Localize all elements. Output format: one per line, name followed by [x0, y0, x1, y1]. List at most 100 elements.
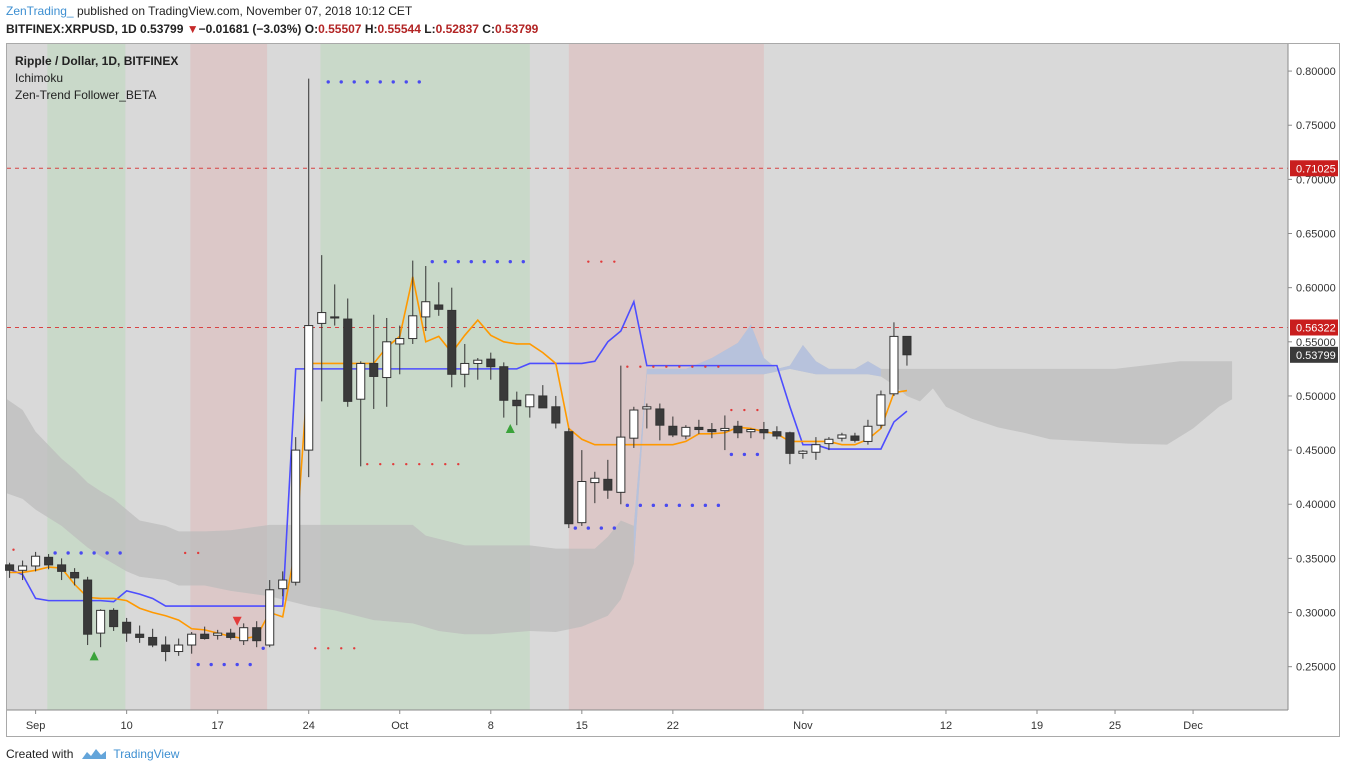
red-dot	[418, 462, 421, 466]
candle-down	[226, 632, 236, 638]
blue-dot	[443, 259, 447, 264]
candle-down	[5, 564, 15, 571]
y-tick-label: 0.75000	[1296, 120, 1336, 132]
blue-dot	[92, 551, 96, 555]
y-tick-label: 0.60000	[1296, 283, 1336, 295]
candle-up	[18, 565, 28, 571]
candle-up	[187, 633, 197, 646]
candle-down	[785, 432, 795, 454]
y-tick-label: 0.70000	[1296, 174, 1336, 186]
blue-dot	[703, 503, 708, 508]
x-tick-label: 22	[667, 720, 679, 732]
author-link[interactable]: ZenTrading_	[6, 4, 74, 18]
chart-legend: Ripple / Dollar, 1D, BITFINEX Ichimoku Z…	[15, 53, 178, 104]
y-tick-label: 0.50000	[1296, 391, 1336, 403]
high-value: 0.55544	[377, 22, 421, 36]
candle-up	[720, 427, 730, 432]
ichimoku-cloud	[7, 324, 1233, 635]
indicator-lines	[9, 276, 908, 640]
blue-dot	[235, 662, 239, 667]
y-tick-label: 0.25000	[1296, 662, 1336, 674]
blue-dot	[742, 452, 747, 457]
candle-down	[148, 636, 158, 646]
price-axis: 0.25000 0.30000 0.35000 0.40000 0.45000 0.500…	[1287, 44, 1338, 710]
blue-dot	[677, 503, 682, 508]
red-dot	[366, 462, 369, 466]
x-tick-label: 25	[1109, 720, 1121, 732]
level-price-label: 0.56322	[1296, 322, 1336, 334]
red-dot	[626, 365, 629, 368]
symbol-ticker: BITFINEX:XRPUSD, 1D	[6, 22, 137, 36]
x-tick-label: 17	[212, 720, 224, 732]
publish-info: published on TradingView.com, November 0…	[76, 4, 413, 18]
red-dot	[457, 462, 460, 466]
blue-dot	[638, 503, 643, 508]
candle-down	[434, 304, 444, 310]
candle-up	[356, 362, 366, 400]
blue-dot	[625, 503, 630, 508]
candle-up	[317, 312, 327, 324]
blue-dot	[53, 551, 57, 555]
blue-dot	[118, 551, 122, 555]
publish-header: ZenTrading_ published on TradingView.com…	[6, 3, 412, 19]
candle-up	[213, 632, 223, 636]
candle-up	[382, 341, 392, 379]
red-dot	[196, 551, 200, 555]
candle-up	[616, 436, 626, 493]
y-tick-label: 0.65000	[1296, 229, 1336, 241]
time-axis: Sep 10 17 24 Oct 8 15 22 Nov 12 19 25 Dec	[7, 709, 1288, 732]
legend-ichimoku[interactable]: Ichimoku	[15, 71, 64, 85]
candle-down	[122, 621, 132, 634]
open-value: 0.55507	[318, 22, 362, 36]
candle-down	[655, 408, 665, 426]
red-dot	[600, 260, 603, 263]
candle-up	[31, 555, 41, 567]
last-price-label: 0.53799	[1296, 350, 1336, 362]
candle-up	[642, 406, 652, 410]
candlesticks	[5, 78, 912, 662]
candle-up	[525, 394, 535, 408]
red-dot	[353, 647, 356, 650]
candle-down	[759, 429, 769, 434]
candle-down	[603, 478, 613, 491]
last-price: 0.53799	[140, 22, 184, 36]
blue-dot	[482, 259, 486, 264]
red-dot	[756, 408, 759, 412]
y-tick-label: 0.55000	[1296, 337, 1336, 349]
x-tick-label: Oct	[391, 720, 408, 732]
blue-dot	[755, 452, 760, 457]
buy-signal-icon	[89, 651, 99, 661]
cloud-bearish	[7, 324, 1233, 635]
red-dot	[12, 548, 15, 551]
candle-down	[200, 633, 210, 640]
blue-dot	[352, 80, 356, 84]
red-dot	[379, 462, 382, 466]
blue-dot	[196, 662, 200, 667]
candle-down	[57, 564, 67, 572]
low-value: 0.52837	[435, 22, 479, 36]
tradingview-link[interactable]: TradingView	[113, 747, 180, 761]
y-tick-label: 0.80000	[1296, 66, 1336, 78]
chart-frame[interactable]	[6, 43, 1340, 737]
candle-up	[421, 301, 431, 318]
red-zone-1	[190, 44, 268, 710]
candle-up	[876, 394, 886, 426]
y-tick-label: 0.35000	[1296, 553, 1336, 565]
candle-down	[902, 335, 912, 356]
red-dot	[431, 462, 434, 466]
x-tick-label: 10	[121, 720, 133, 732]
candle-down	[538, 395, 548, 409]
blue-dot	[66, 551, 70, 555]
down-arrow-icon: ▼	[186, 22, 199, 36]
blue-dot	[391, 80, 395, 84]
open-label: O:	[304, 22, 319, 36]
candle-up	[590, 477, 600, 484]
legend-zen-trend[interactable]: Zen-Trend Follower_BETA	[15, 88, 157, 102]
candle-up	[304, 325, 314, 451]
kijun-line	[9, 299, 908, 607]
red-dot	[405, 462, 408, 466]
red-dot	[665, 365, 668, 368]
candle-down	[161, 644, 171, 653]
sell-signal-icon	[232, 616, 242, 626]
